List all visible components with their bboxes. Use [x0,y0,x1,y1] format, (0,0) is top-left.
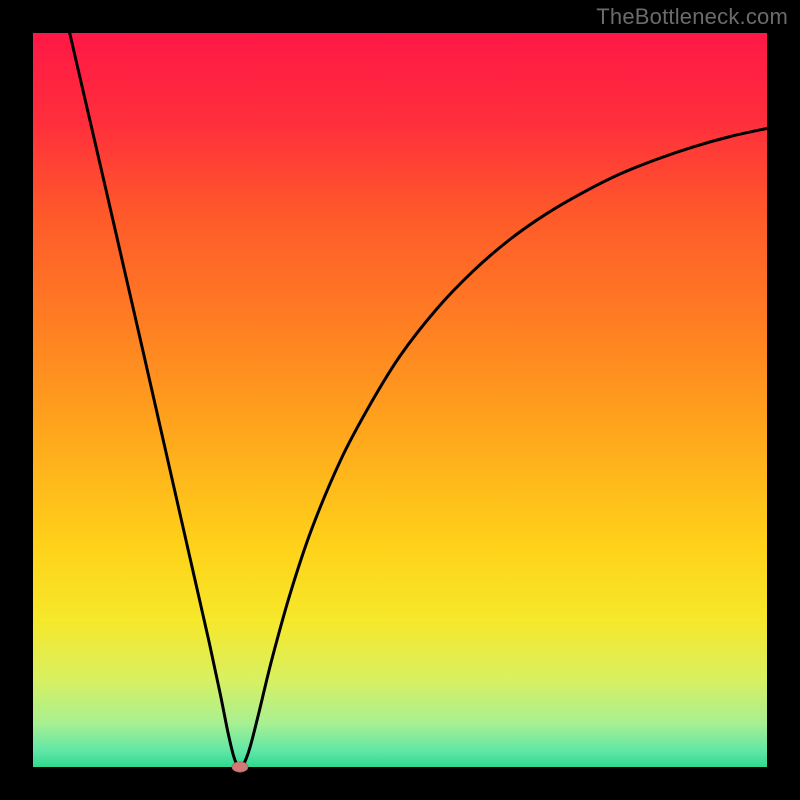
plot-area [33,33,767,767]
bottleneck-chart [0,0,800,800]
chart-frame: TheBottleneck.com [0,0,800,800]
watermark-text: TheBottleneck.com [596,4,788,30]
optimal-point-marker [232,762,248,772]
